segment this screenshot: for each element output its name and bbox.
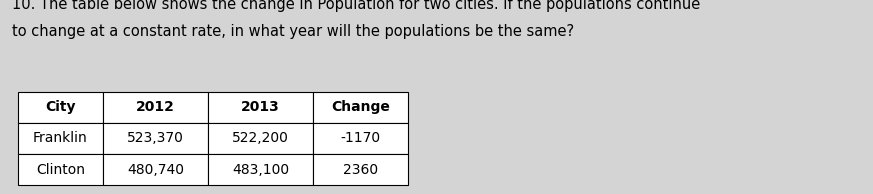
Text: 2360: 2360 [343, 163, 378, 177]
Bar [208, 92, 313, 123]
Text: 2012: 2012 [136, 100, 175, 114]
Bar [313, 154, 408, 185]
Bar [208, 154, 313, 185]
Text: to change at a constant rate, in what year will the populations be the same?: to change at a constant rate, in what ye… [12, 24, 574, 39]
Text: 522,200: 522,200 [232, 132, 289, 146]
Text: Change: Change [331, 100, 390, 114]
Bar [18, 123, 103, 154]
Text: Franklin: Franklin [33, 132, 88, 146]
Text: 10. The table below shows the change in Population for two cities. If the popula: 10. The table below shows the change in … [12, 0, 700, 12]
Text: -1170: -1170 [340, 132, 381, 146]
Bar [313, 123, 408, 154]
Text: City: City [45, 100, 76, 114]
Bar [103, 92, 208, 123]
Text: 2013: 2013 [241, 100, 280, 114]
Bar [18, 92, 103, 123]
Bar [208, 123, 313, 154]
Bar [313, 92, 408, 123]
Bar [103, 123, 208, 154]
Text: 480,740: 480,740 [127, 163, 184, 177]
Bar [103, 154, 208, 185]
Text: 483,100: 483,100 [232, 163, 289, 177]
Bar [18, 154, 103, 185]
Text: 523,370: 523,370 [127, 132, 184, 146]
Text: Clinton: Clinton [36, 163, 85, 177]
